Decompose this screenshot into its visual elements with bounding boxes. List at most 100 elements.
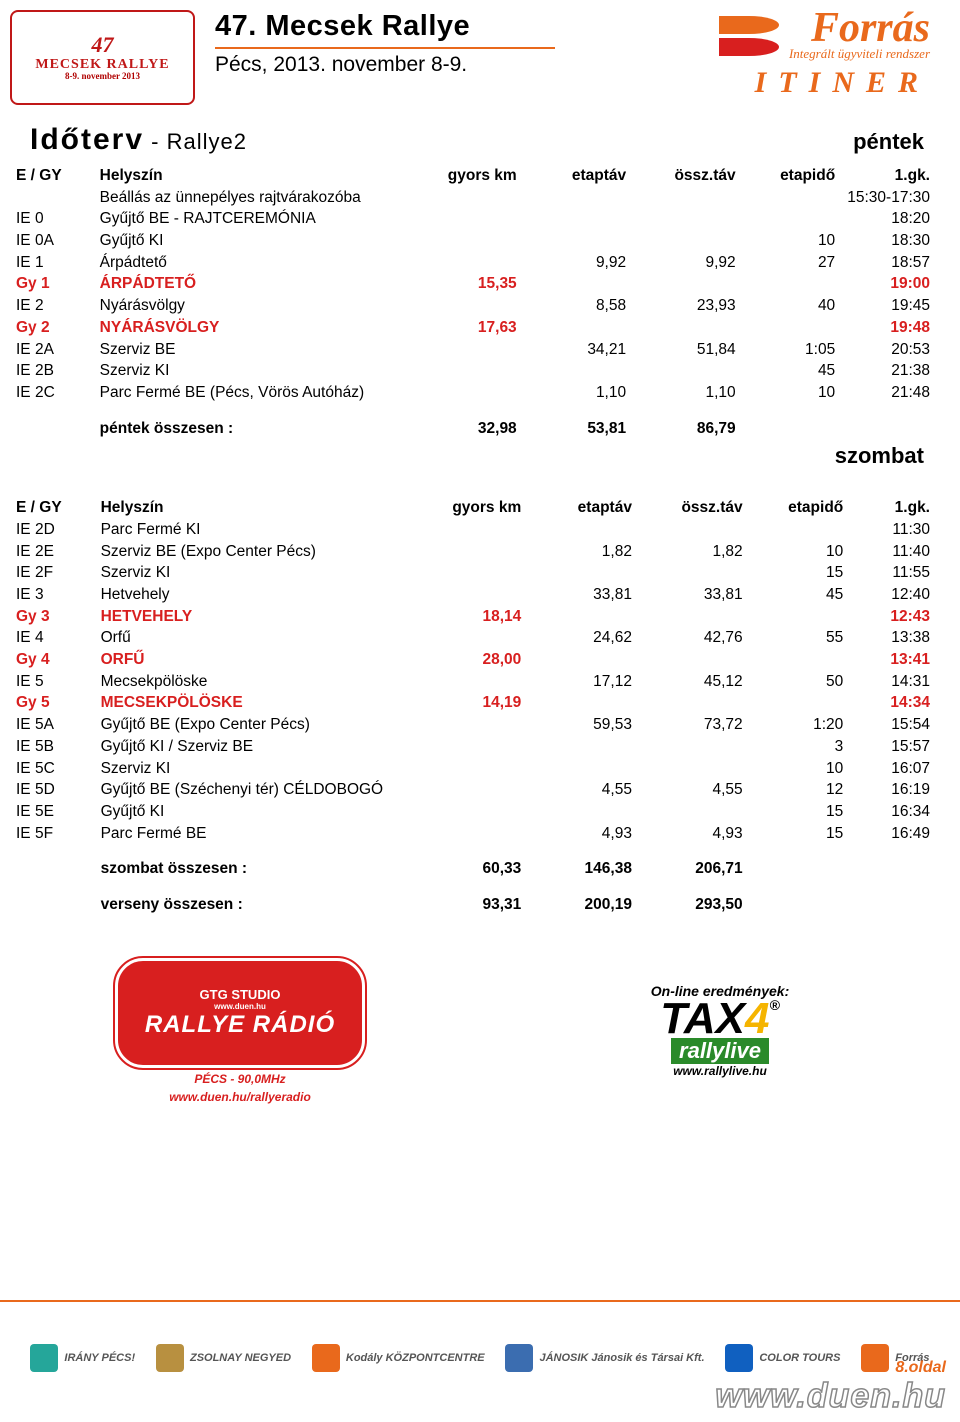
- friday-total: péntek összesen : 32,98 53,81 86,79: [0, 404, 960, 440]
- sponsor-icon: [30, 1344, 58, 1372]
- col-ossztav: össz.táv: [632, 165, 742, 187]
- table-row: IE 4Orfű24,6242,765513:38: [0, 627, 960, 649]
- grand-total: verseny összesen : 93,31 200,19 293,50: [0, 880, 960, 916]
- sponsor-item: IRÁNY PÉCS!: [30, 1344, 135, 1372]
- friday-total-gkm: 32,98: [413, 404, 523, 440]
- col-gyorskm: gyors km: [413, 165, 523, 187]
- table-row: IE 5DGyűjtő BE (Széchenyi tér) CÉLDOBOGÓ…: [0, 779, 960, 801]
- title-block: 47. Mecsek Rallye Pécs, 2013. november 8…: [205, 10, 640, 77]
- sponsor-label: IRÁNY PÉCS!: [64, 1352, 135, 1364]
- table-row: IE 1Árpádtető9,929,922718:57: [0, 252, 960, 274]
- sponsor-icon: [156, 1344, 184, 1372]
- day-label-friday: péntek: [853, 129, 924, 155]
- table-row: IE 2CParc Fermé BE (Pécs, Vörös Autóház)…: [0, 382, 960, 404]
- saturday-total: szombat összesen : 60,33 146,38 206,71: [0, 844, 960, 880]
- tax4-four: 4: [745, 994, 769, 1043]
- table-row: Gy 1ÁRPÁDTETŐ15,3519:00: [0, 273, 960, 295]
- saturday-total-etav: 146,38: [527, 844, 638, 880]
- radio-duen: www.duen.hu: [214, 1002, 266, 1011]
- grand-total-label: verseny összesen :: [95, 880, 417, 916]
- col-egy: E / GY: [0, 165, 94, 187]
- table-header: E / GY Helyszín gyors km etaptáv össz.tá…: [0, 497, 960, 519]
- sponsor-label: ZSOLNAY NEGYED: [190, 1352, 291, 1364]
- table-row: IE 0Gyűjtő BE - RAJTCEREMÓNIA18:20: [0, 208, 960, 230]
- table-header: E / GY Helyszín gyors km etaptáv össz.tá…: [0, 165, 960, 187]
- title-rule: [215, 47, 555, 49]
- sponsor-item: Kodály KÖZPONTCENTRE: [312, 1344, 485, 1372]
- sponsor-icon: [312, 1344, 340, 1372]
- event-subtitle: Pécs, 2013. november 8-9.: [215, 53, 640, 77]
- friday-total-ossz: 86,79: [632, 404, 742, 440]
- forras-swoosh-icon: [719, 14, 779, 58]
- table-row: Gy 4ORFŰ28,0013:41: [0, 649, 960, 671]
- table-row: IE 2FSzerviz KI1511:55: [0, 562, 960, 584]
- sponsor-label: JÁNOSIK Jánosik és Társai Kft.: [539, 1352, 704, 1364]
- tax4-logo: On-line eredmények: TAX4® rallylive www.…: [590, 956, 850, 1106]
- tax4-reg: ®: [769, 997, 779, 1013]
- heading-bold: Időterv: [30, 123, 144, 156]
- table-row: Gy 2NYÁRÁSVÖLGY17,6319:48: [0, 317, 960, 339]
- friday-total-etav: 53,81: [523, 404, 632, 440]
- heading-rest: - Rallye2: [144, 129, 247, 154]
- rallye-radio-logo: GTG STUDIO www.duen.hu RALLYE RÁDIÓ PÉCS…: [110, 956, 370, 1106]
- forras-tagline: Integrált ügyviteli rendszer: [789, 46, 930, 62]
- col-etaptav: etaptáv: [523, 165, 632, 187]
- table-row: IE 5FParc Fermé BE4,934,931516:49: [0, 823, 960, 845]
- footer-url: www.duen.hu: [715, 1377, 946, 1416]
- friday-table: E / GY Helyszín gyors km etaptáv össz.tá…: [0, 165, 960, 439]
- sponsor-item: JÁNOSIK Jánosik és Társai Kft.: [505, 1344, 704, 1372]
- saturday-total-gkm: 60,33: [417, 844, 528, 880]
- logo-number: 47: [92, 33, 114, 57]
- sponsor-item: ZSOLNAY NEGYED: [156, 1344, 291, 1372]
- friday-section: E / GY Helyszín gyors km etaptáv össz.tá…: [0, 161, 960, 439]
- radio-gtg: GTG STUDIO: [200, 987, 281, 1002]
- table-row: IE 0AGyűjtő KI1018:30: [0, 230, 960, 252]
- grand-total-gkm: 93,31: [417, 880, 528, 916]
- sponsor-logo: Forrás Integrált ügyviteli rendszer ITIN…: [650, 10, 930, 100]
- table-row: IE 5Mecsekpölöske17,1245,125014:31: [0, 671, 960, 693]
- rallylive: rallylive: [671, 1038, 769, 1064]
- table-row: IE 2ESzerviz BE (Expo Center Pécs)1,821,…: [0, 541, 960, 563]
- day-label-saturday: szombat: [0, 439, 960, 473]
- sponsor-divider: [0, 1300, 960, 1302]
- saturday-section: E / GY Helyszín gyors km etaptáv össz.tá…: [0, 493, 960, 915]
- table-row: Beállás az ünnepélyes rajtvárakozóba15:3…: [0, 187, 960, 209]
- table-row: IE 5EGyűjtő KI1516:34: [0, 801, 960, 823]
- promo-row: GTG STUDIO www.duen.hu RALLYE RÁDIÓ PÉCS…: [0, 916, 960, 1116]
- itiner-label: ITINER: [650, 66, 930, 100]
- sponsor-icon: [505, 1344, 533, 1372]
- tax4-text: TAX: [660, 994, 745, 1043]
- forras-name: Forrás: [789, 10, 930, 48]
- page-number: 8.oldal: [715, 1359, 946, 1377]
- table-row: IE 3Hetvehely33,8133,814512:40: [0, 584, 960, 606]
- table-row: IE 2DParc Fermé KI11:30: [0, 519, 960, 541]
- logo-name: MECSEK RALLYE: [35, 57, 169, 72]
- sponsor-label: Kodály KÖZPONTCENTRE: [346, 1352, 485, 1364]
- col-helyszin: Helyszín: [94, 165, 413, 187]
- page-heading: Időterv - Rallye2 péntek: [0, 105, 960, 161]
- event-logo: 47 MECSEK RALLYE 8-9. november 2013: [10, 10, 195, 105]
- table-row: Gy 3HETVEHELY18,1412:43: [0, 606, 960, 628]
- page-footer: 8.oldal www.duen.hu: [715, 1359, 946, 1416]
- radio-freq: PÉCS - 90,0MHz: [194, 1072, 285, 1086]
- table-row: IE 2Nyárásvölgy8,5823,934019:45: [0, 295, 960, 317]
- radio-name: RALLYE RÁDIÓ: [145, 1011, 335, 1039]
- grand-total-etav: 200,19: [527, 880, 638, 916]
- saturday-total-ossz: 206,71: [638, 844, 749, 880]
- table-row: IE 5AGyűjtő BE (Expo Center Pécs)59,5373…: [0, 714, 960, 736]
- radio-url: www.duen.hu/rallyeradio: [169, 1090, 311, 1104]
- table-row: IE 2ASzerviz BE34,2151,841:0520:53: [0, 339, 960, 361]
- header: 47 MECSEK RALLYE 8-9. november 2013 47. …: [0, 0, 960, 105]
- logo-dates: 8-9. november 2013: [65, 72, 140, 82]
- table-row: IE 5CSzerviz KI1016:07: [0, 758, 960, 780]
- table-row: IE 2BSzerviz KI4521:38: [0, 360, 960, 382]
- col-etapido: etapidő: [742, 165, 842, 187]
- table-row: Gy 5MECSEKPÖLÖSKE14,1914:34: [0, 692, 960, 714]
- event-title: 47. Mecsek Rallye: [215, 10, 640, 43]
- saturday-total-label: szombat összesen :: [95, 844, 417, 880]
- saturday-table: E / GY Helyszín gyors km etaptáv össz.tá…: [0, 497, 960, 915]
- friday-total-label: péntek összesen :: [94, 404, 413, 440]
- rallylive-url: www.rallylive.hu: [673, 1064, 767, 1078]
- table-row: IE 5BGyűjtő KI / Szerviz BE315:57: [0, 736, 960, 758]
- col-gk: 1.gk.: [841, 165, 960, 187]
